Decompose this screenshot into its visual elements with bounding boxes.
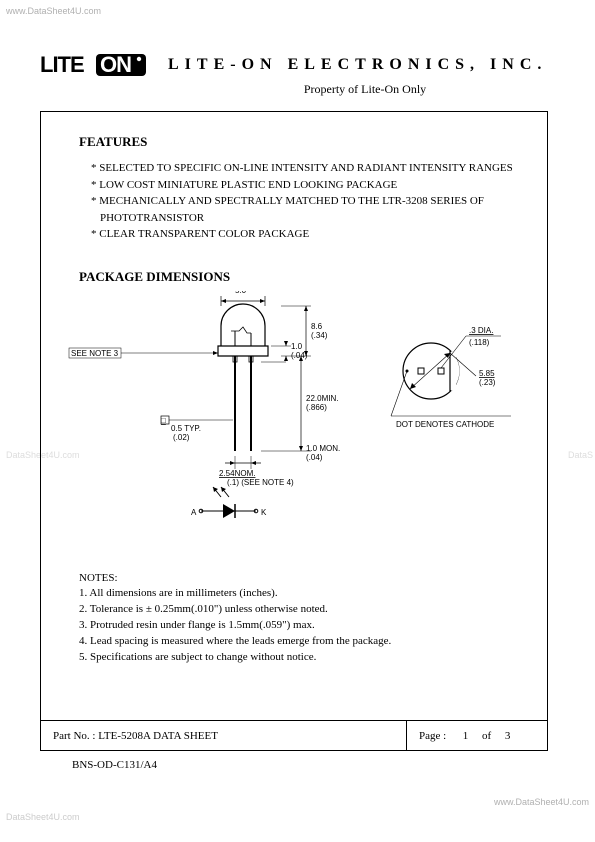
svg-text:(.04): (.04) [306, 453, 323, 462]
watermark-mid-right: DataS [568, 450, 593, 460]
svg-text:□: □ [161, 416, 166, 425]
features-list: * SELECTED TO SPECIFIC ON-LINE INTENSITY… [91, 160, 527, 243]
svg-text:(.866): (.866) [306, 403, 327, 412]
svg-text:2.54NOM.: 2.54NOM. [219, 469, 255, 478]
svg-text:1.0: 1.0 [291, 342, 303, 351]
watermark-bottom-right: www.DataSheet4U.com [494, 797, 589, 807]
note-item: 1. All dimensions are in millimeters (in… [79, 586, 527, 602]
header: LITE ON LITE-ON ELECTRONICS, INC. [40, 50, 560, 80]
svg-text:5.85: 5.85 [479, 369, 495, 378]
svg-text:8.6: 8.6 [311, 322, 323, 331]
feature-item: * LOW COST MINIATURE PLASTIC END LOOKING… [91, 177, 527, 194]
note-item: 5. Specifications are subject to change … [79, 650, 527, 666]
svg-text:SEE NOTE 3: SEE NOTE 3 [71, 349, 119, 358]
svg-text:5.0: 5.0 [235, 291, 247, 295]
package-diagram: 5.0 (.197) 8.6 (.34) 1.0 [41, 291, 547, 571]
liteon-logo: LITE ON [40, 50, 150, 80]
svg-text:K: K [261, 508, 267, 517]
feature-item: * MECHANICALLY AND SPECTRALLY MATCHED TO… [91, 193, 527, 226]
svg-text:1.0 MON.: 1.0 MON. [306, 444, 340, 453]
package-dimensions-title: PACKAGE DIMENSIONS [79, 269, 547, 285]
subtitle: Property of Lite-On Only [170, 82, 560, 97]
svg-text:22.0MIN.: 22.0MIN. [306, 394, 338, 403]
notes-section: NOTES: 1. All dimensions are in millimet… [79, 571, 527, 667]
svg-text:(.04): (.04) [291, 351, 308, 360]
features-title: FEATURES [79, 134, 547, 150]
watermark-top-left: www.DataSheet4U.com [6, 6, 101, 16]
svg-text:(.34): (.34) [311, 331, 328, 340]
feature-item: * CLEAR TRANSPARENT COLOR PACKAGE [91, 226, 527, 243]
svg-text:(.1) (SEE NOTE 4): (.1) (SEE NOTE 4) [227, 478, 294, 487]
svg-text:(.23): (.23) [479, 378, 496, 387]
note-item: 4. Lead spacing is measured where the le… [79, 634, 527, 650]
page-content: LITE ON LITE-ON ELECTRONICS, INC. Proper… [40, 50, 560, 771]
svg-text:.3 DIA.: .3 DIA. [469, 326, 493, 335]
notes-title: NOTES: [79, 571, 527, 587]
page-current: 1 [463, 730, 469, 742]
svg-text:(.02): (.02) [173, 433, 190, 442]
note-item: 3. Protruded resin under flange is 1.5mm… [79, 618, 527, 634]
part-number: Part No. : LTE-5208A DATA SHEET [41, 730, 406, 742]
svg-text:ON: ON [100, 52, 131, 77]
company-name: LITE-ON ELECTRONICS, INC. [168, 56, 547, 74]
svg-text:A: A [191, 508, 197, 517]
note-item: 2. Tolerance is ± 0.25mm(.010") unless o… [79, 602, 527, 618]
page-indicator: Page : 1 of 3 [407, 730, 547, 742]
footer-row: Part No. : LTE-5208A DATA SHEET Page : 1… [41, 720, 547, 750]
page-total: 3 [505, 730, 511, 742]
watermark-bottom-left: DataSheet4U.com [6, 812, 80, 822]
svg-text:LITE: LITE [40, 52, 84, 77]
svg-text:0.5 TYP.: 0.5 TYP. [171, 424, 201, 433]
svg-text:DOT DENOTES CATHODE: DOT DENOTES CATHODE [396, 420, 494, 429]
svg-text:(.118): (.118) [469, 338, 490, 347]
feature-item: * SELECTED TO SPECIFIC ON-LINE INTENSITY… [91, 160, 527, 177]
page-label: Page : [419, 730, 446, 742]
page-of: of [482, 730, 491, 742]
document-code: BNS-OD-C131/A4 [72, 759, 560, 771]
content-frame: FEATURES * SELECTED TO SPECIFIC ON-LINE … [40, 111, 548, 751]
